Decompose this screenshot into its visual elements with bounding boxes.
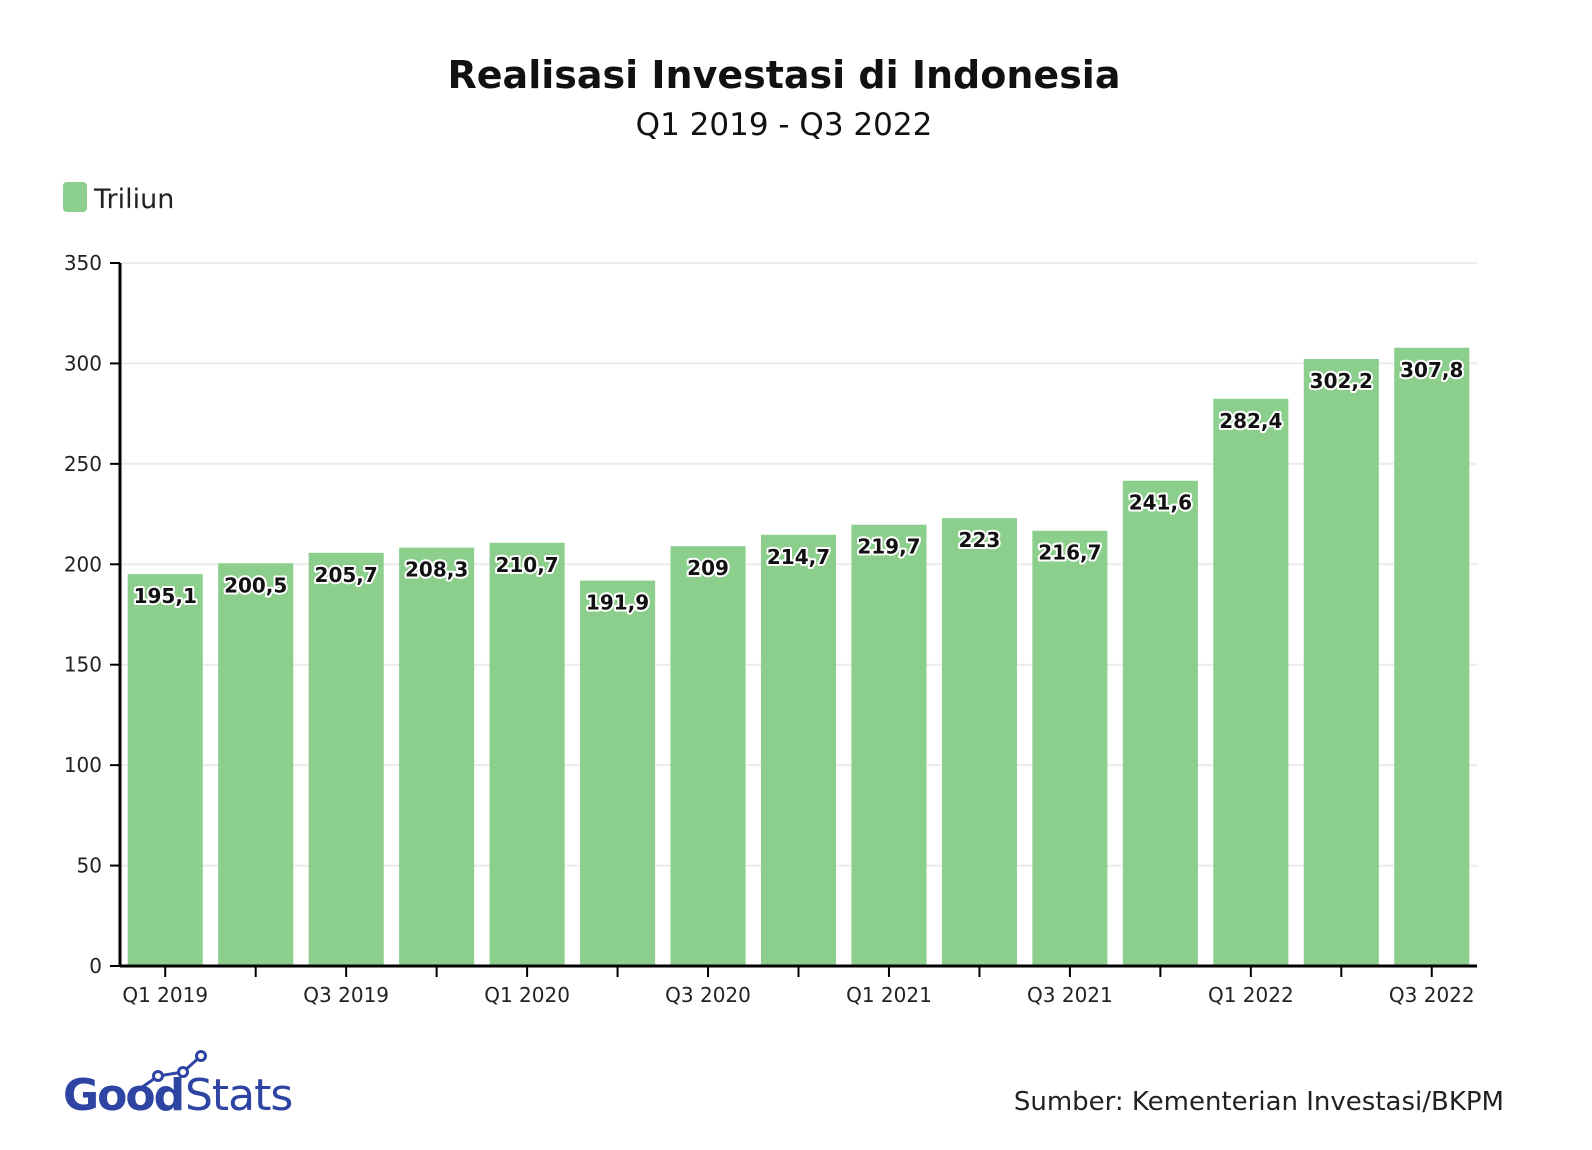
data-label: 223 [959,528,1001,552]
bar [851,524,927,966]
x-tick-label: Q3 2021 [1027,983,1113,1007]
data-label: 205,7 [315,563,378,587]
bar [1122,480,1198,966]
data-label: 191,9 [586,591,649,615]
data-label: 302,2 [1310,369,1373,393]
y-tick-label: 350 [64,251,102,275]
data-label: 216,7 [1038,541,1101,565]
legend-label: Triliun [93,184,174,215]
bars: 195,1 200,5 205,7 208,3 210,7 191,9 209 214,7 21… [127,347,1470,966]
data-label: 210,7 [495,553,558,577]
bar [1394,347,1470,966]
svg-text:Stats: Stats [185,1070,292,1121]
data-label: 214,7 [767,545,830,569]
bar [941,518,1017,966]
y-axis: 0 50 100 150 200 250 300 350 [64,251,122,978]
y-tick-label: 50 [77,854,102,878]
bar [399,547,475,966]
x-tick-label: Q1 2020 [484,983,570,1007]
data-label: 219,7 [857,535,920,559]
y-tick-label: 300 [64,351,102,375]
y-tick-label: 150 [64,653,102,677]
y-tick-label: 100 [64,753,102,777]
x-tick-label: Q3 2020 [665,983,751,1007]
chart-title: Realisasi Investasi di Indonesia [448,53,1121,97]
data-label: 241,6 [1129,491,1192,515]
source-note: Sumber: Kementerian Investasi/BKPM [1014,1087,1504,1117]
bar [1303,359,1379,966]
svg-text:Good: Good [63,1070,183,1121]
x-tick-label: Q3 2019 [303,983,389,1007]
x-tick-label: Q1 2019 [122,983,208,1007]
data-label: 195,1 [134,584,197,608]
goodstats-logo: Good Stats [63,1050,293,1121]
data-label: 208,3 [405,558,468,582]
bar [760,534,837,966]
data-label: 307,8 [1400,358,1463,382]
bar [1213,398,1289,966]
bar [1032,530,1108,966]
data-label: 209 [687,556,729,580]
bar [580,580,656,966]
data-label: 200,5 [224,573,287,597]
bar [218,563,294,966]
bar [127,574,203,966]
bar [489,542,565,966]
y-tick-label: 200 [64,552,102,576]
y-tick-label: 0 [89,954,102,978]
logo-line-icon [140,1054,202,1090]
data-label: 282,4 [1219,409,1282,433]
y-tick-label: 250 [64,452,102,476]
chart-subtitle: Q1 2019 - Q3 2022 [636,107,933,143]
x-tick-label: Q1 2022 [1208,983,1294,1007]
bar [308,552,384,966]
x-axis: Q1 2019 Q3 2019 Q1 2020 Q3 2020 Q1 2021 Q3 20… [120,964,1477,1007]
bar [670,546,746,966]
legend-swatch [63,182,87,212]
x-tick-label: Q3 2022 [1389,983,1475,1007]
x-tick-label: Q1 2021 [846,983,932,1007]
